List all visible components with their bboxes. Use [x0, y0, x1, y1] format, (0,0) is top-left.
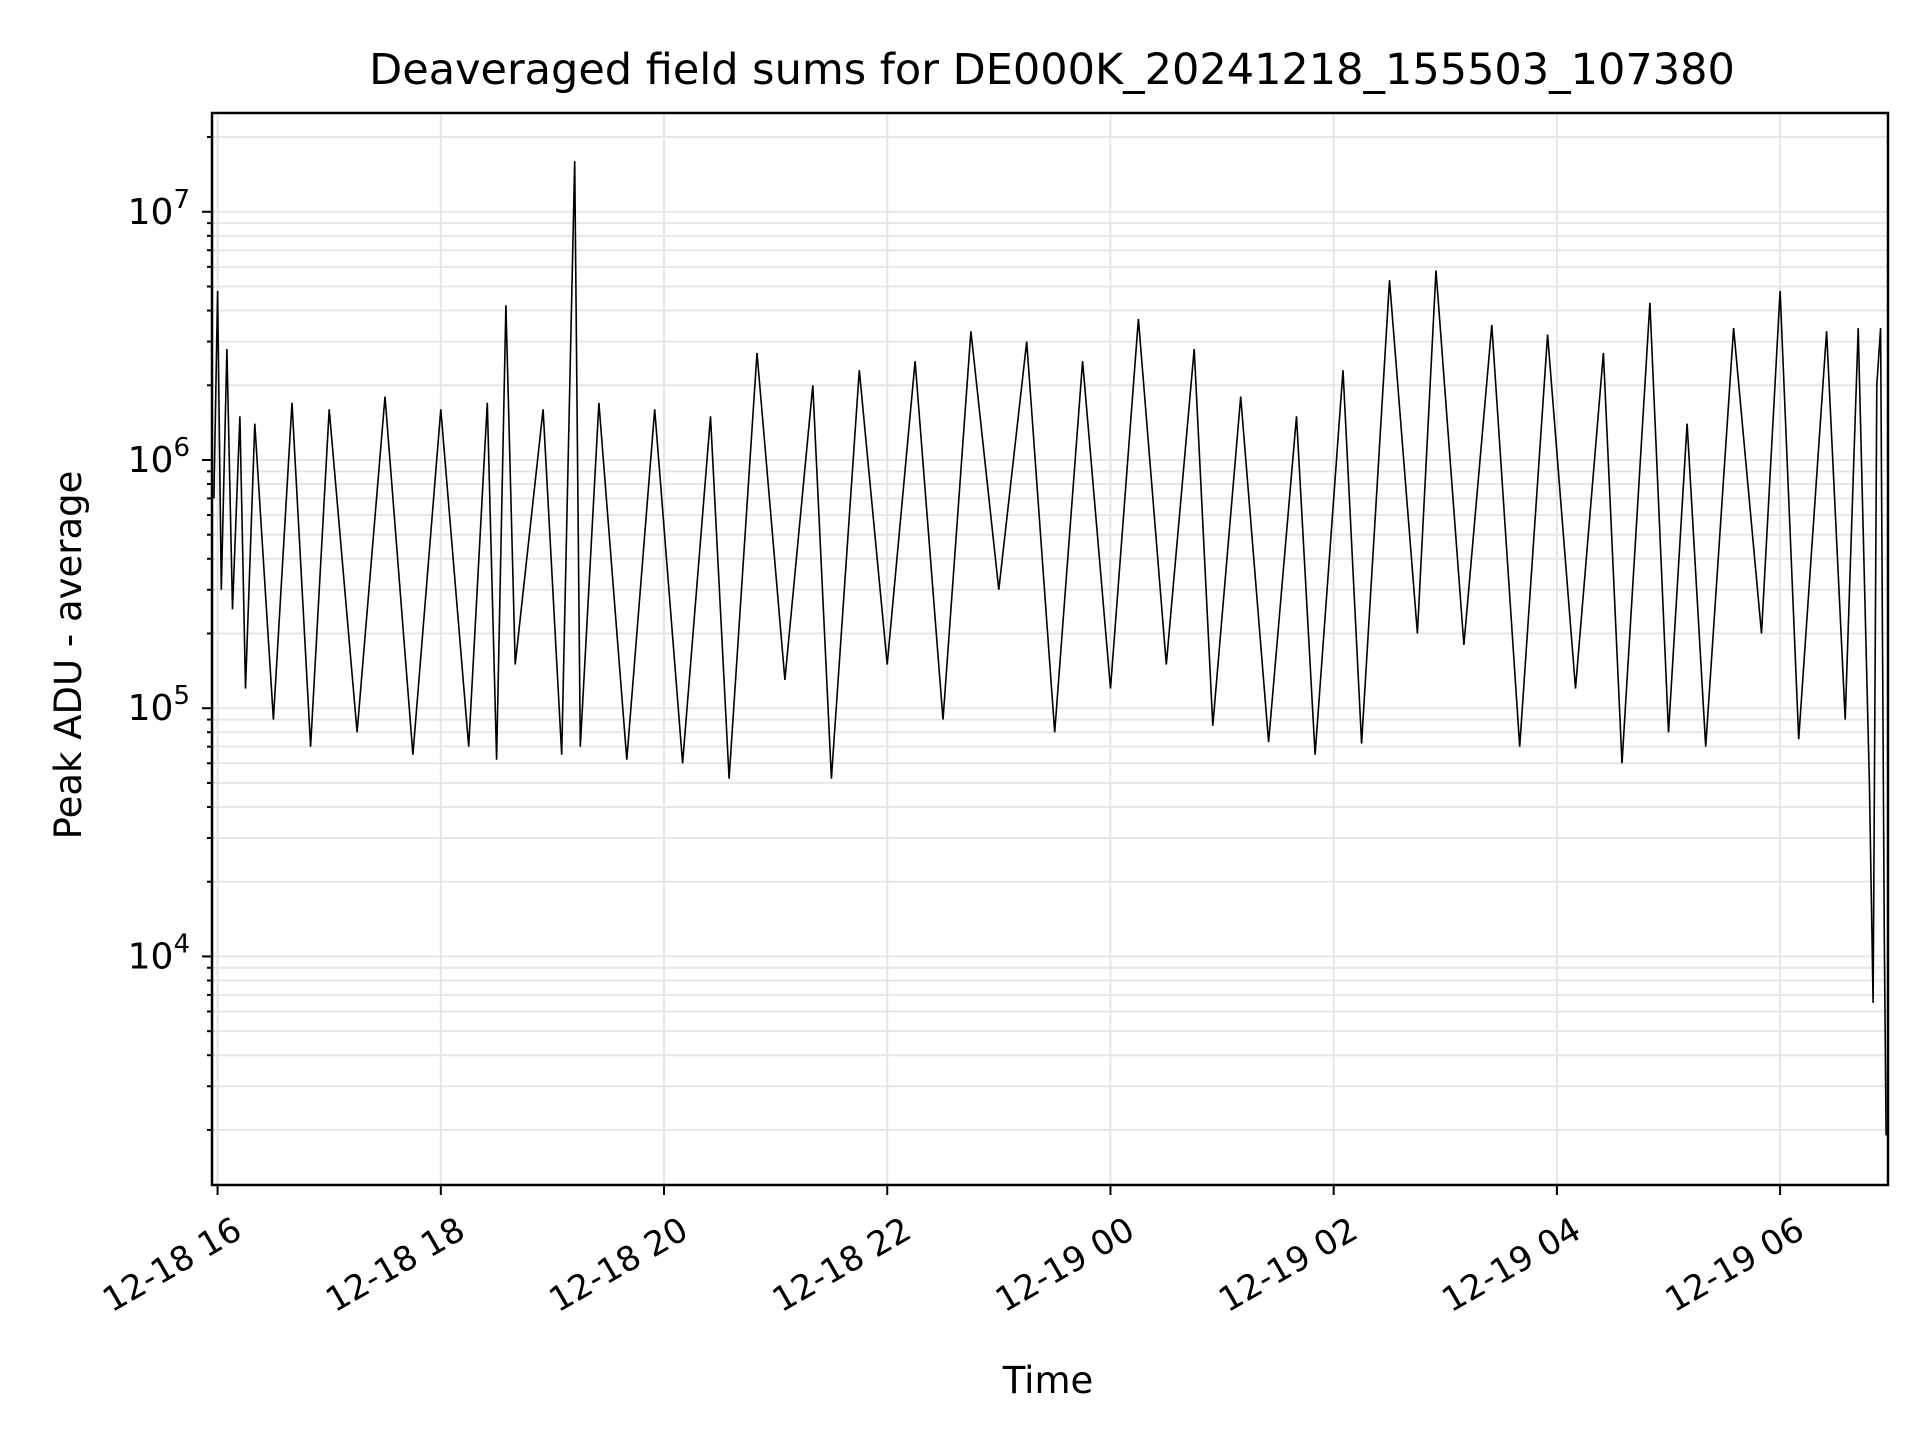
y-axis: 104 105 106 107 [128, 136, 212, 1131]
y-axis-label: Peak ADU - average [47, 471, 90, 840]
series-line [213, 161, 1887, 1136]
y-tick-label: 107 [128, 185, 190, 233]
y-tick-label: 105 [128, 681, 190, 729]
chart-title: Deaveraged field sums for DE000K_2024121… [369, 45, 1735, 95]
y-tick-label: 104 [128, 929, 190, 977]
plot-frame [210, 111, 1890, 1187]
series-layer [213, 161, 1887, 1136]
x-axis-label: Time [1002, 1359, 1094, 1402]
y-tick-label: 106 [128, 433, 190, 481]
